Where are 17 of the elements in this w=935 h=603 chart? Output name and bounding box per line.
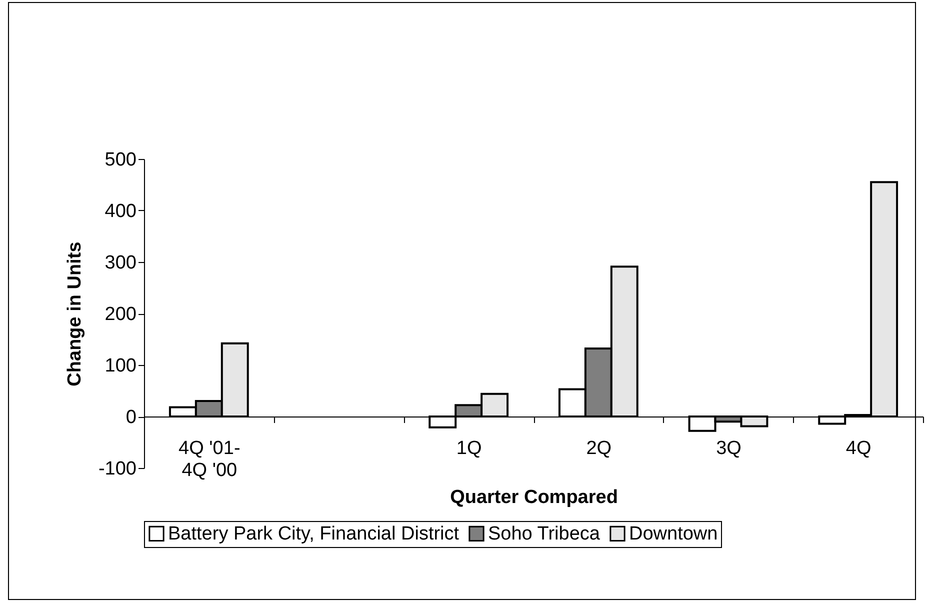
x-tick-label: 1Q bbox=[456, 438, 482, 459]
x-axis-title: Quarter Compared bbox=[450, 487, 618, 508]
x-tick-label: 2Q bbox=[586, 438, 612, 459]
x-tick-label: 4Q bbox=[846, 438, 872, 459]
legend-label: Soho Tribeca bbox=[488, 524, 600, 545]
y-tick-label: 500 bbox=[104, 150, 136, 170]
y-tick-label: 400 bbox=[104, 201, 136, 222]
y-tick-label: -100 bbox=[98, 458, 136, 480]
y-tick-label: 0 bbox=[126, 407, 136, 428]
y-tick-label: 100 bbox=[104, 356, 136, 376]
x-tick-label: 4Q '01- 4Q '00 bbox=[178, 438, 240, 481]
y-tick-label: 300 bbox=[104, 252, 136, 274]
y-tick-label: 200 bbox=[104, 304, 136, 325]
legend-label: Downtown bbox=[629, 524, 718, 545]
x-tick-label: 3Q bbox=[716, 438, 742, 459]
y-axis-title: Change in Units bbox=[64, 242, 86, 386]
legend-label: Battery Park City, Financial District bbox=[168, 524, 460, 545]
